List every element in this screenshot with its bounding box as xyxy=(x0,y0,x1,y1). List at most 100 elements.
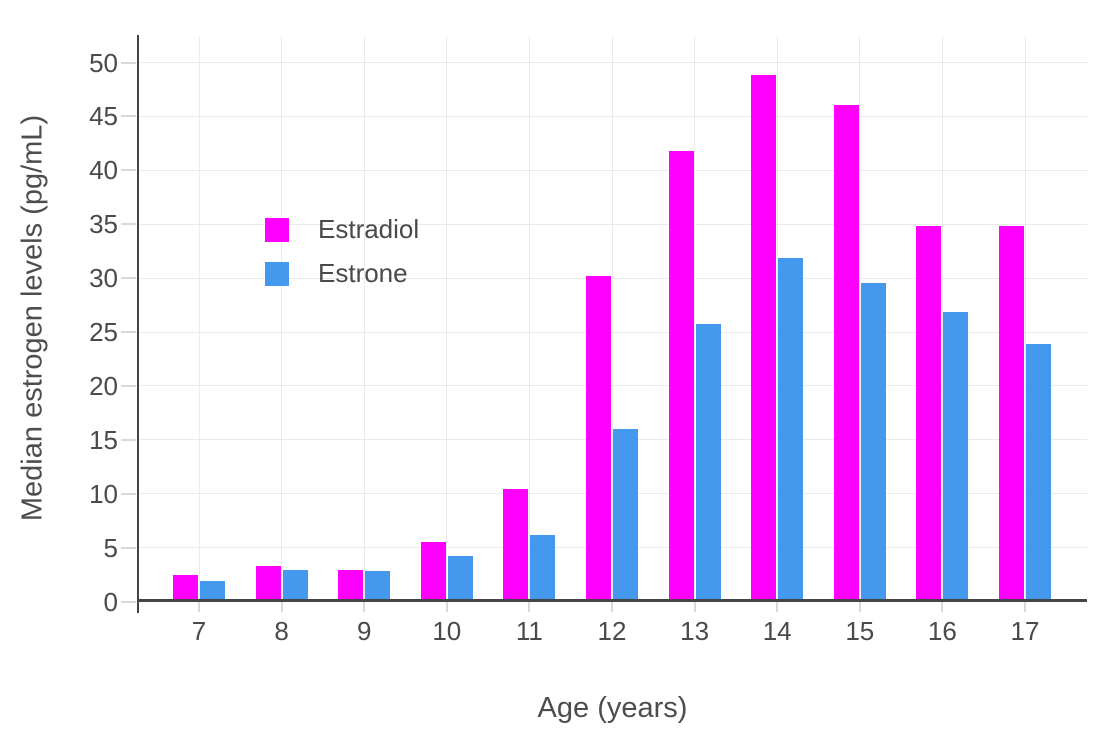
legend: Estradiol Estrone xyxy=(265,214,419,302)
x-tick-17 xyxy=(1024,602,1026,612)
estradiol-swatch-icon xyxy=(265,217,289,242)
x-tick-label-12: 12 xyxy=(597,616,627,646)
y-axis-line xyxy=(136,35,139,613)
gridline-h-50 xyxy=(138,62,1087,63)
bar-estrone-age-10[interactable] xyxy=(447,555,473,599)
gridline-v-10 xyxy=(446,36,448,599)
bar-estradiol-age-15[interactable] xyxy=(833,105,859,599)
gridline-v-15 xyxy=(859,36,861,599)
legend-label-estradiol: Estradiol xyxy=(318,214,420,244)
gridline-h-5 xyxy=(138,547,1087,549)
bar-estrone-age-12[interactable] xyxy=(613,428,638,599)
x-tick-label-14: 14 xyxy=(762,616,792,646)
bar-estradiol-age-8[interactable] xyxy=(255,565,281,599)
gridline-v-9 xyxy=(363,36,365,599)
estrone-swatch-icon xyxy=(265,261,289,286)
y-tick-label-20: 20 xyxy=(89,370,118,401)
x-tick-label-10: 10 xyxy=(432,616,462,646)
y-tick-25 xyxy=(121,331,136,333)
legend-label-estrone: Estrone xyxy=(318,258,408,288)
bar-estrone-age-11[interactable] xyxy=(530,535,556,599)
gridline-v-7 xyxy=(198,36,200,599)
y-tick-label-0: 0 xyxy=(103,586,118,617)
gridline-h-30 xyxy=(138,277,1087,279)
y-tick-35 xyxy=(121,223,136,226)
gridline-h-40 xyxy=(138,169,1087,171)
y-tick-45 xyxy=(121,115,136,118)
y-tick-label-40: 40 xyxy=(89,155,118,186)
bar-estradiol-age-16[interactable] xyxy=(916,226,942,599)
bar-estrone-age-15[interactable] xyxy=(860,283,886,599)
y-tick-label-50: 50 xyxy=(89,47,118,78)
bar-estradiol-age-10[interactable] xyxy=(420,541,446,599)
gridline-v-11 xyxy=(528,36,530,599)
bar-estradiol-age-7[interactable] xyxy=(173,575,198,599)
x-axis-title: Age (years) xyxy=(537,692,688,724)
gridline-h-25 xyxy=(138,331,1087,333)
x-tick-8 xyxy=(280,602,283,612)
x-tick-13 xyxy=(693,602,696,612)
bar-estrone-age-13[interactable] xyxy=(695,324,721,599)
gridline-h-10 xyxy=(138,493,1087,495)
bar-estrone-age-9[interactable] xyxy=(365,570,391,599)
y-tick-50 xyxy=(121,61,136,64)
bar-estrone-age-14[interactable] xyxy=(778,258,804,599)
bar-estradiol-age-12[interactable] xyxy=(586,275,611,599)
y-tick-label-15: 15 xyxy=(89,424,118,455)
gridline-v-17 xyxy=(1024,36,1026,599)
y-axis-title: Median estrogen levels (pg/mL) xyxy=(16,114,49,522)
gridline-h-15 xyxy=(138,439,1087,441)
gridline-v-16 xyxy=(941,36,943,599)
x-tick-label-15: 15 xyxy=(845,616,875,646)
y-tick-label-35: 35 xyxy=(89,209,118,240)
y-tick-label-25: 25 xyxy=(89,317,118,347)
x-tick-7 xyxy=(198,602,200,612)
y-tick-label-10: 10 xyxy=(89,478,118,509)
gridline-h-35 xyxy=(138,223,1087,225)
bar-estrone-age-7[interactable] xyxy=(200,580,225,599)
y-tick-30 xyxy=(121,277,136,280)
bar-estrone-age-17[interactable] xyxy=(1026,343,1051,599)
x-tick-label-7: 7 xyxy=(191,616,207,646)
gridline-h-45 xyxy=(138,115,1087,117)
gridline-v-8 xyxy=(281,36,283,599)
y-tick-20 xyxy=(121,384,136,387)
y-tick-40 xyxy=(121,169,136,172)
bar-estradiol-age-13[interactable] xyxy=(668,150,694,599)
y-tick-label-5: 5 xyxy=(103,532,118,563)
bar-estradiol-age-9[interactable] xyxy=(338,569,364,599)
x-tick-16 xyxy=(941,602,944,612)
x-axis-line xyxy=(138,598,1087,602)
bar-estradiol-age-17[interactable] xyxy=(999,226,1024,599)
x-tick-9 xyxy=(363,602,366,612)
x-tick-label-8: 8 xyxy=(274,616,289,646)
y-tick-15 xyxy=(121,438,136,441)
gridline-h-20 xyxy=(138,385,1087,387)
x-tick-label-16: 16 xyxy=(927,616,957,646)
y-tick-10 xyxy=(121,492,136,495)
x-tick-11 xyxy=(528,602,531,612)
gridline-v-14 xyxy=(776,36,778,599)
y-tick-label-30: 30 xyxy=(89,263,118,294)
bar-estradiol-age-11[interactable] xyxy=(503,489,529,599)
x-tick-label-11: 11 xyxy=(515,616,543,646)
y-tick-label-45: 45 xyxy=(89,101,118,132)
legend-item-estrone[interactable]: Estrone xyxy=(265,258,419,289)
gridline-v-13 xyxy=(694,36,696,599)
gridline-v-12 xyxy=(611,36,613,599)
x-tick-label-17: 17 xyxy=(1010,616,1040,646)
x-tick-12 xyxy=(611,602,613,612)
y-tick-5 xyxy=(121,546,136,549)
x-tick-label-9: 9 xyxy=(356,616,372,646)
bar-estrone-age-16[interactable] xyxy=(943,312,969,599)
y-tick-0 xyxy=(121,600,136,603)
bar-estrone-age-8[interactable] xyxy=(282,569,308,599)
x-tick-15 xyxy=(858,602,861,612)
x-tick-14 xyxy=(776,602,779,612)
legend-item-estradiol[interactable]: Estradiol xyxy=(265,214,419,245)
bar-estradiol-age-14[interactable] xyxy=(751,75,777,599)
